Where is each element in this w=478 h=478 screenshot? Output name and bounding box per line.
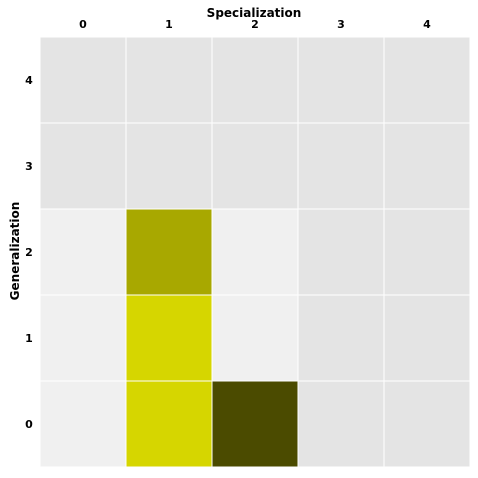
heatmap-cell-g4-s4 [383,36,471,124]
y-axis-title: Generalization [8,202,22,301]
heatmap-cell-g1-s1 [125,294,213,382]
heatmap-cell-g0-s1 [125,380,213,468]
x-tick-label: 2 [251,18,259,31]
heatmap-cell-g4-s3 [297,36,385,124]
heatmap-cell-g0-s2 [211,380,299,468]
y-tick-label: 1 [25,332,33,345]
heatmap-cell-g2-s1 [125,208,213,296]
y-tick-label: 2 [25,246,33,259]
heatmap-cell-g1-s0 [39,294,127,382]
heatmap-cell-g4-s2 [211,36,299,124]
y-tick-label: 4 [25,74,33,87]
heatmap-cell-g3-s0 [39,122,127,210]
x-tick-label: 1 [165,18,173,31]
x-tick-label: 0 [79,18,87,31]
x-tick-labels: 0 1 2 3 4 [79,18,431,31]
heatmap-cell-g2-s3 [297,208,385,296]
heatmap-cell-g2-s2 [211,208,299,296]
heatmap-cell-g4-s0 [39,36,127,124]
heatmap-cell-g2-s4 [383,208,471,296]
y-tick-label: 3 [25,160,33,173]
x-axis-title: Specialization [207,6,302,20]
x-tick-label: 3 [337,18,345,31]
heatmap-cell-g0-s0 [39,380,127,468]
heatmap-cell-g0-s3 [297,380,385,468]
heatmap-cell-g1-s2 [211,294,299,382]
heatmap-cells [39,36,471,468]
heatmap-cell-g1-s3 [297,294,385,382]
heatmap-cell-g0-s4 [383,380,471,468]
heatmap-cell-g3-s1 [125,122,213,210]
heatmap-cell-g3-s3 [297,122,385,210]
heatmap-cell-g2-s0 [39,208,127,296]
y-tick-labels: 0 1 2 3 4 [25,74,33,431]
y-tick-label: 0 [25,418,33,431]
x-tick-label: 4 [423,18,431,31]
heatmap-cell-g4-s1 [125,36,213,124]
heatmap-cell-g3-s2 [211,122,299,210]
heatmap-cell-g3-s4 [383,122,471,210]
heatmap-cell-g1-s4 [383,294,471,382]
